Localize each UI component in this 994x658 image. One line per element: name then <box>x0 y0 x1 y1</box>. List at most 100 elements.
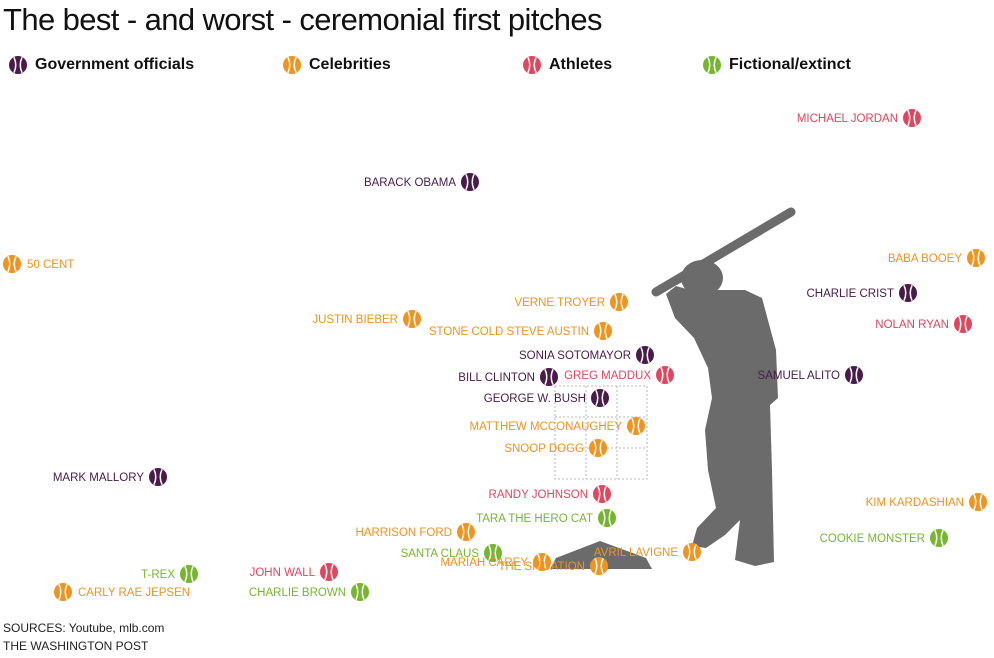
point-label: BARACK OBAMA <box>364 177 456 189</box>
baseball-icon <box>589 439 607 457</box>
baseball-icon <box>9 56 27 74</box>
data-point: COOKIE MONSTER <box>820 529 948 547</box>
point-label: BABA BOOEY <box>888 253 962 265</box>
data-point: JUSTIN BIEBER <box>312 310 421 328</box>
data-point: TARA THE HERO CAT <box>476 509 616 527</box>
legend-label: Government officials <box>35 56 195 73</box>
home-plate <box>550 541 652 569</box>
chart-title: The best - and worst - ceremonial first … <box>3 2 603 37</box>
point-label: JUSTIN BIEBER <box>312 314 398 326</box>
point-label: VERNE TROYER <box>514 297 605 309</box>
legend-label: Fictional/extinct <box>729 56 851 73</box>
legend-item-fictional: Fictional/extinct <box>702 52 851 78</box>
point-label: AVRIL LAVIGNE <box>594 547 678 559</box>
data-point: SNOOP DOGG <box>504 439 607 457</box>
data-point: BARACK OBAMA <box>364 173 479 191</box>
point-label: SNOOP DOGG <box>504 443 584 455</box>
point-label: T-REX <box>141 569 175 581</box>
data-points: MICHAEL JORDAN BARACK OBAMA 50 CENT BABA BO… <box>3 109 987 601</box>
baseball-icon <box>594 322 612 340</box>
point-label: 50 CENT <box>27 259 74 271</box>
point-label: HARRISON FORD <box>356 527 452 539</box>
baseball-icon <box>845 366 863 384</box>
point-label: COOKIE MONSTER <box>820 533 925 545</box>
data-point: SAMUEL ALITO <box>758 366 863 384</box>
point-label: MATTHEW MCCONAUGHEY <box>470 421 623 433</box>
batter-silhouette <box>651 207 796 566</box>
point-label: NOLAN RYAN <box>875 319 949 331</box>
baseball-icon <box>954 315 972 333</box>
baseball-icon <box>523 56 541 74</box>
baseball-icon <box>457 523 475 541</box>
point-label: GREG MADDUX <box>564 370 651 382</box>
baseball-icon <box>461 173 479 191</box>
point-label: MARK MALLORY <box>53 472 145 484</box>
data-point: RANDY JOHNSON <box>489 485 611 503</box>
point-label: MARIAH CAREY <box>440 557 528 569</box>
legend-item-government: Government officials <box>8 52 194 78</box>
scene <box>550 207 796 569</box>
data-point: KIM KARDASHIAN <box>866 493 987 511</box>
baseball-icon <box>967 249 985 267</box>
point-label: CHARLIE CRIST <box>806 288 894 300</box>
credit-line: THE WASHINGTON POST <box>3 639 149 653</box>
baseball-icon <box>180 565 198 583</box>
baseball-icon <box>703 56 721 74</box>
data-point: BABA BOOEY <box>888 249 985 267</box>
baseball-icon <box>283 56 301 74</box>
data-point: MARIAH CAREY <box>440 553 551 571</box>
baseball-icon <box>930 529 948 547</box>
baseball-icon <box>484 544 502 562</box>
data-point: CHARLIE BROWN <box>249 583 369 601</box>
baseball-icon <box>593 485 611 503</box>
data-point: HARRISON FORD <box>356 523 475 541</box>
baseball-icon <box>320 563 338 581</box>
legend-label: Athletes <box>549 56 613 73</box>
baseball-icon <box>969 493 987 511</box>
data-point: MICHAEL JORDAN <box>797 109 921 127</box>
baseball-icon <box>703 56 721 74</box>
legend-label: Celebrities <box>309 56 391 73</box>
baseball-icon <box>3 255 21 273</box>
data-point: STONE COLD STEVE AUSTIN <box>429 322 612 340</box>
sources-note: SOURCES: Youtube, mlb.com <box>3 621 165 635</box>
baseball-icon <box>533 553 551 571</box>
data-point: GEORGE W. BUSH <box>484 389 609 407</box>
baseball-icon <box>54 583 72 601</box>
legend-item-celebrities: Celebrities <box>282 52 391 78</box>
data-point: AVRIL LAVIGNE <box>594 543 701 561</box>
point-label: SONIA SOTOMAYOR <box>519 350 631 362</box>
baseball-icon <box>591 389 609 407</box>
point-label: SANTA CLAUS <box>401 548 480 560</box>
data-point: T-REX <box>141 565 198 583</box>
data-point: CARLY RAE JEPSEN <box>54 583 190 601</box>
point-label: STONE COLD STEVE AUSTIN <box>429 326 589 338</box>
baseball-icon <box>9 56 27 74</box>
baseball-icon <box>590 557 608 575</box>
point-label: CARLY RAE JEPSEN <box>78 587 190 599</box>
data-point: CHARLIE CRIST <box>806 284 917 302</box>
point-label: MICHAEL JORDAN <box>797 113 898 125</box>
data-point: NOLAN RYAN <box>875 315 972 333</box>
data-point: BILL CLINTON <box>458 368 558 386</box>
data-point: THE SITUATION <box>498 557 608 575</box>
baseball-icon <box>283 56 301 74</box>
baseball-icon <box>523 56 541 74</box>
baseball-icon <box>598 509 616 527</box>
baseball-icon <box>656 366 674 384</box>
data-point: SANTA CLAUS <box>401 544 502 562</box>
baseball-icon <box>540 368 558 386</box>
footer: SOURCES: Youtube, mlb.com THE WASHINGTON… <box>3 619 164 655</box>
point-label: GEORGE W. BUSH <box>484 393 586 405</box>
point-label: RANDY JOHNSON <box>489 489 588 501</box>
legend: Government officials Celebrities Athlete… <box>0 52 994 78</box>
baseball-icon <box>899 284 917 302</box>
baseball-icon <box>903 109 921 127</box>
point-label: CHARLIE BROWN <box>249 587 346 599</box>
data-point: JOHN WALL <box>250 563 338 581</box>
data-point: MARK MALLORY <box>53 468 167 486</box>
point-label: TARA THE HERO CAT <box>476 513 593 525</box>
baseball-icon <box>636 346 654 364</box>
baseball-icon <box>149 468 167 486</box>
data-point: 50 CENT <box>3 255 74 273</box>
